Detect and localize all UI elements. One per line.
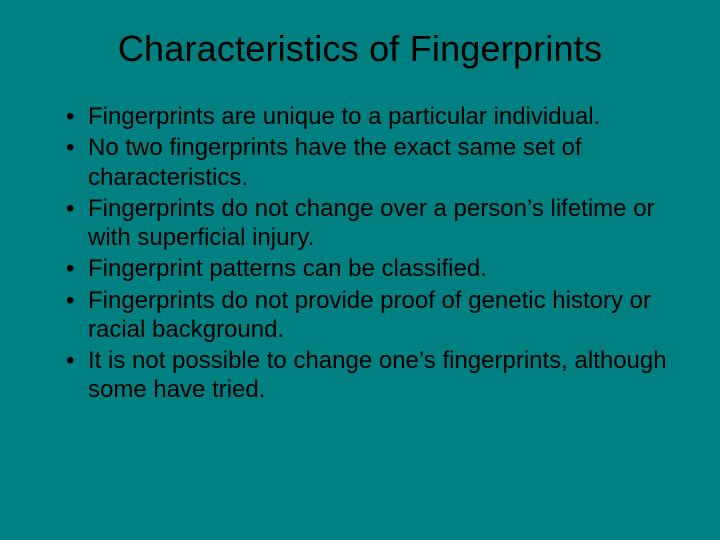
list-item: Fingerprints do not change over a person… [66, 194, 672, 253]
list-item: Fingerprint patterns can be classified. [66, 254, 672, 283]
bullet-list: Fingerprints are unique to a particular … [48, 102, 672, 405]
list-item: No two fingerprints have the exact same … [66, 133, 672, 192]
list-item: It is not possible to change one’s finge… [66, 346, 672, 405]
list-item: Fingerprints do not provide proof of gen… [66, 286, 672, 345]
slide-title: Characteristics of Fingerprints [48, 28, 672, 70]
list-item: Fingerprints are unique to a particular … [66, 102, 672, 131]
